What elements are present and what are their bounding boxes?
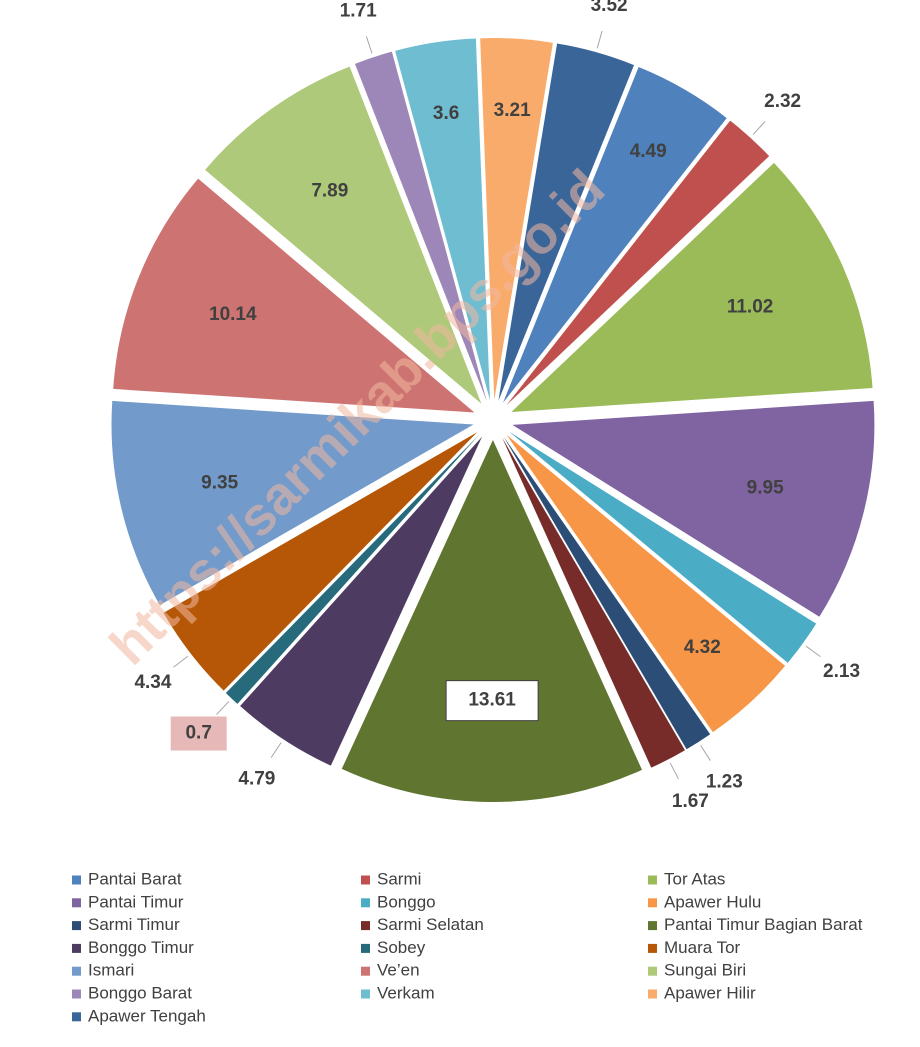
data-label: 4.34: [134, 672, 171, 693]
legend-swatch: [648, 989, 657, 999]
legend-label: Apawer Hilir: [664, 983, 756, 1002]
legend-swatch: [361, 989, 370, 999]
leader-line: [173, 655, 189, 668]
pie-slice: [509, 431, 817, 663]
legend-label: Tor Atas: [664, 869, 725, 888]
legend-swatch: [648, 966, 657, 976]
label-box: [445, 680, 539, 722]
pie-slice: [506, 434, 786, 733]
pie-slice: [502, 437, 685, 768]
legend-label: Sobey: [377, 938, 426, 957]
label-box: [170, 716, 227, 751]
data-label: 4.79: [238, 768, 275, 789]
legend-label: Sarmi: [377, 869, 421, 888]
pie-slice: [512, 400, 875, 617]
legend-label: Bonggo Timur: [88, 938, 194, 957]
legend-label: Apawer Hulu: [664, 892, 761, 911]
legend-swatch: [361, 921, 370, 931]
legend-label: Bonggo: [377, 892, 436, 911]
pie-slice: [395, 38, 490, 401]
legend-label: Bonggo Barat: [88, 983, 192, 1002]
pie-slice: [498, 43, 635, 401]
data-label: 10.14: [209, 304, 257, 325]
legend-swatch: [72, 989, 81, 999]
data-label: 3.52: [591, 0, 628, 16]
legend-label: Sungai Biri: [664, 961, 746, 980]
legend-swatch: [361, 898, 370, 908]
pie-slice: [163, 432, 478, 691]
pie-slice: [205, 66, 482, 404]
data-label: 1.23: [706, 771, 743, 792]
legend-label: Ismari: [88, 961, 134, 980]
legend-swatch: [648, 921, 657, 931]
pie-slice: [506, 120, 770, 406]
pie-slice: [240, 436, 483, 766]
legend-swatch: [72, 898, 81, 908]
legend-swatch: [361, 966, 370, 976]
pie-slice: [503, 436, 711, 750]
pie-slice: [480, 38, 553, 401]
pie-slice: [341, 439, 643, 802]
leader-line: [270, 742, 282, 758]
pie-slice: [111, 400, 474, 606]
data-label: 4.49: [630, 141, 667, 162]
leader-line: [700, 745, 711, 761]
data-label: 9.95: [747, 477, 784, 498]
data-label: 13.61: [468, 690, 516, 711]
leader-line: [805, 645, 821, 658]
leader-line: [752, 121, 766, 136]
legend-label: Muara Tor: [664, 938, 741, 957]
data-label: 1.67: [672, 791, 709, 812]
legend-swatch: [648, 898, 657, 908]
legend-label: Pantai Barat: [88, 869, 182, 888]
legend-swatch: [72, 875, 81, 885]
legend-label: Ve’en: [377, 961, 420, 980]
leader-line: [669, 762, 679, 780]
data-label: 9.35: [201, 473, 238, 494]
data-label: 7.89: [311, 181, 348, 202]
pie-slice: [113, 178, 475, 413]
data-label: 11.02: [727, 296, 774, 317]
legend-swatch: [361, 875, 370, 885]
pie-slice: [225, 434, 480, 704]
data-label: 4.32: [684, 637, 721, 658]
data-label: 0.7: [185, 723, 211, 744]
legend-swatch: [648, 943, 657, 953]
legend-swatch: [72, 943, 81, 953]
leader-line: [216, 701, 230, 715]
legend-swatch: [72, 1012, 81, 1022]
pie-slice: [354, 51, 487, 402]
legend-label: Pantai Timur: [88, 892, 184, 911]
legend-label: Verkam: [377, 983, 435, 1002]
pie-slice: [511, 162, 873, 412]
legend-swatch: [648, 875, 657, 885]
legend-label: Sarmi Timur: [88, 915, 180, 934]
legend-label: Pantai Timur Bagian Barat: [664, 915, 863, 934]
legend-label: Sarmi Selatan: [377, 915, 484, 934]
data-label: 2.32: [764, 91, 801, 112]
pie-slice: [503, 67, 727, 403]
legend-swatch: [72, 966, 81, 976]
leader-line: [596, 30, 603, 49]
legend-swatch: [361, 943, 370, 953]
legend-label: Apawer Tengah: [88, 1006, 206, 1025]
data-label: 1.71: [340, 1, 377, 22]
data-label: 3.6: [433, 103, 459, 124]
leader-line: [365, 36, 373, 54]
legend-swatch: [72, 921, 81, 931]
data-label: 3.21: [494, 100, 531, 121]
data-label: 2.13: [823, 661, 860, 682]
